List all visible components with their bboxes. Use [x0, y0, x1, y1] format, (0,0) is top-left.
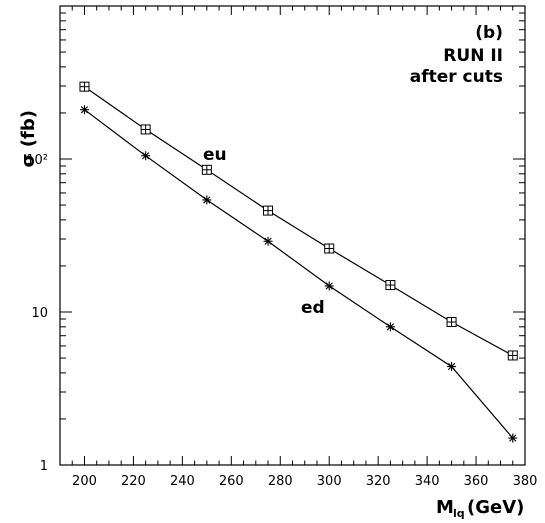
minor-ticks: [59, 6, 525, 465]
data-point-eu: [507, 350, 518, 361]
data-point-ed: [385, 322, 395, 332]
y-tick-label: 1: [40, 459, 48, 474]
x-tick-label: 280: [268, 474, 293, 489]
x-tick-label: 220: [121, 474, 146, 489]
marker-arm: [325, 282, 333, 290]
data-point-eu: [79, 81, 90, 92]
x-tick-label: 260: [219, 474, 244, 489]
data-point-ed: [324, 281, 334, 291]
marker-arm: [447, 362, 456, 371]
series-eu: [79, 81, 518, 361]
data-point-ed: [447, 362, 457, 372]
annotation-cuts: after cuts: [410, 67, 503, 87]
data-point-eu: [324, 243, 335, 254]
y-tick-label: 10²: [26, 153, 48, 168]
data-point-eu: [140, 124, 151, 135]
data-point-eu: [446, 317, 457, 328]
data-point-eu: [201, 164, 212, 175]
series-ed: [79, 105, 518, 443]
x-axis-title-subscript: lq: [453, 507, 465, 520]
marker-arm: [264, 237, 272, 245]
series-line-ed: [84, 109, 514, 439]
series-label-ed: ed: [301, 298, 325, 318]
tick-labels: 200 220 240 260 280 300 320 340 360 380 1 10 10²: [26, 153, 537, 489]
marker-arm: [203, 196, 211, 204]
annotation-panel-label: (b): [475, 23, 503, 43]
marker-arm: [386, 323, 395, 331]
x-tick-label: 360: [464, 474, 489, 489]
x-axis-title-unit: (GeV): [467, 497, 524, 518]
data-point-ed: [141, 151, 151, 161]
y-axis-title: σ (fb): [18, 110, 39, 167]
data-point-ed: [79, 105, 89, 115]
series-line-eu: [84, 86, 514, 357]
annotation-run: RUN II: [443, 46, 503, 66]
x-tick-label: 200: [72, 474, 97, 489]
x-axis-title-main: M: [436, 497, 454, 518]
marker-arm: [142, 152, 150, 160]
plot-frame: [59, 5, 526, 466]
data-point-ed: [508, 433, 518, 443]
data-point-ed: [263, 236, 273, 246]
series-layer: [79, 81, 518, 443]
x-tick-label: 380: [513, 474, 538, 489]
x-tick-label: 240: [170, 474, 195, 489]
series-label-eu: eu: [203, 145, 227, 165]
marker-arm: [80, 106, 89, 114]
x-axis-title: M lq (GeV): [436, 497, 524, 520]
data-point-ed: [202, 195, 212, 205]
data-point-eu: [263, 205, 274, 216]
x-tick-label: 320: [366, 474, 391, 489]
marker-arm: [509, 434, 517, 442]
data-point-eu: [385, 280, 396, 291]
y-tick-label: 10: [31, 306, 48, 321]
x-tick-label: 300: [317, 474, 342, 489]
x-tick-label: 340: [415, 474, 440, 489]
